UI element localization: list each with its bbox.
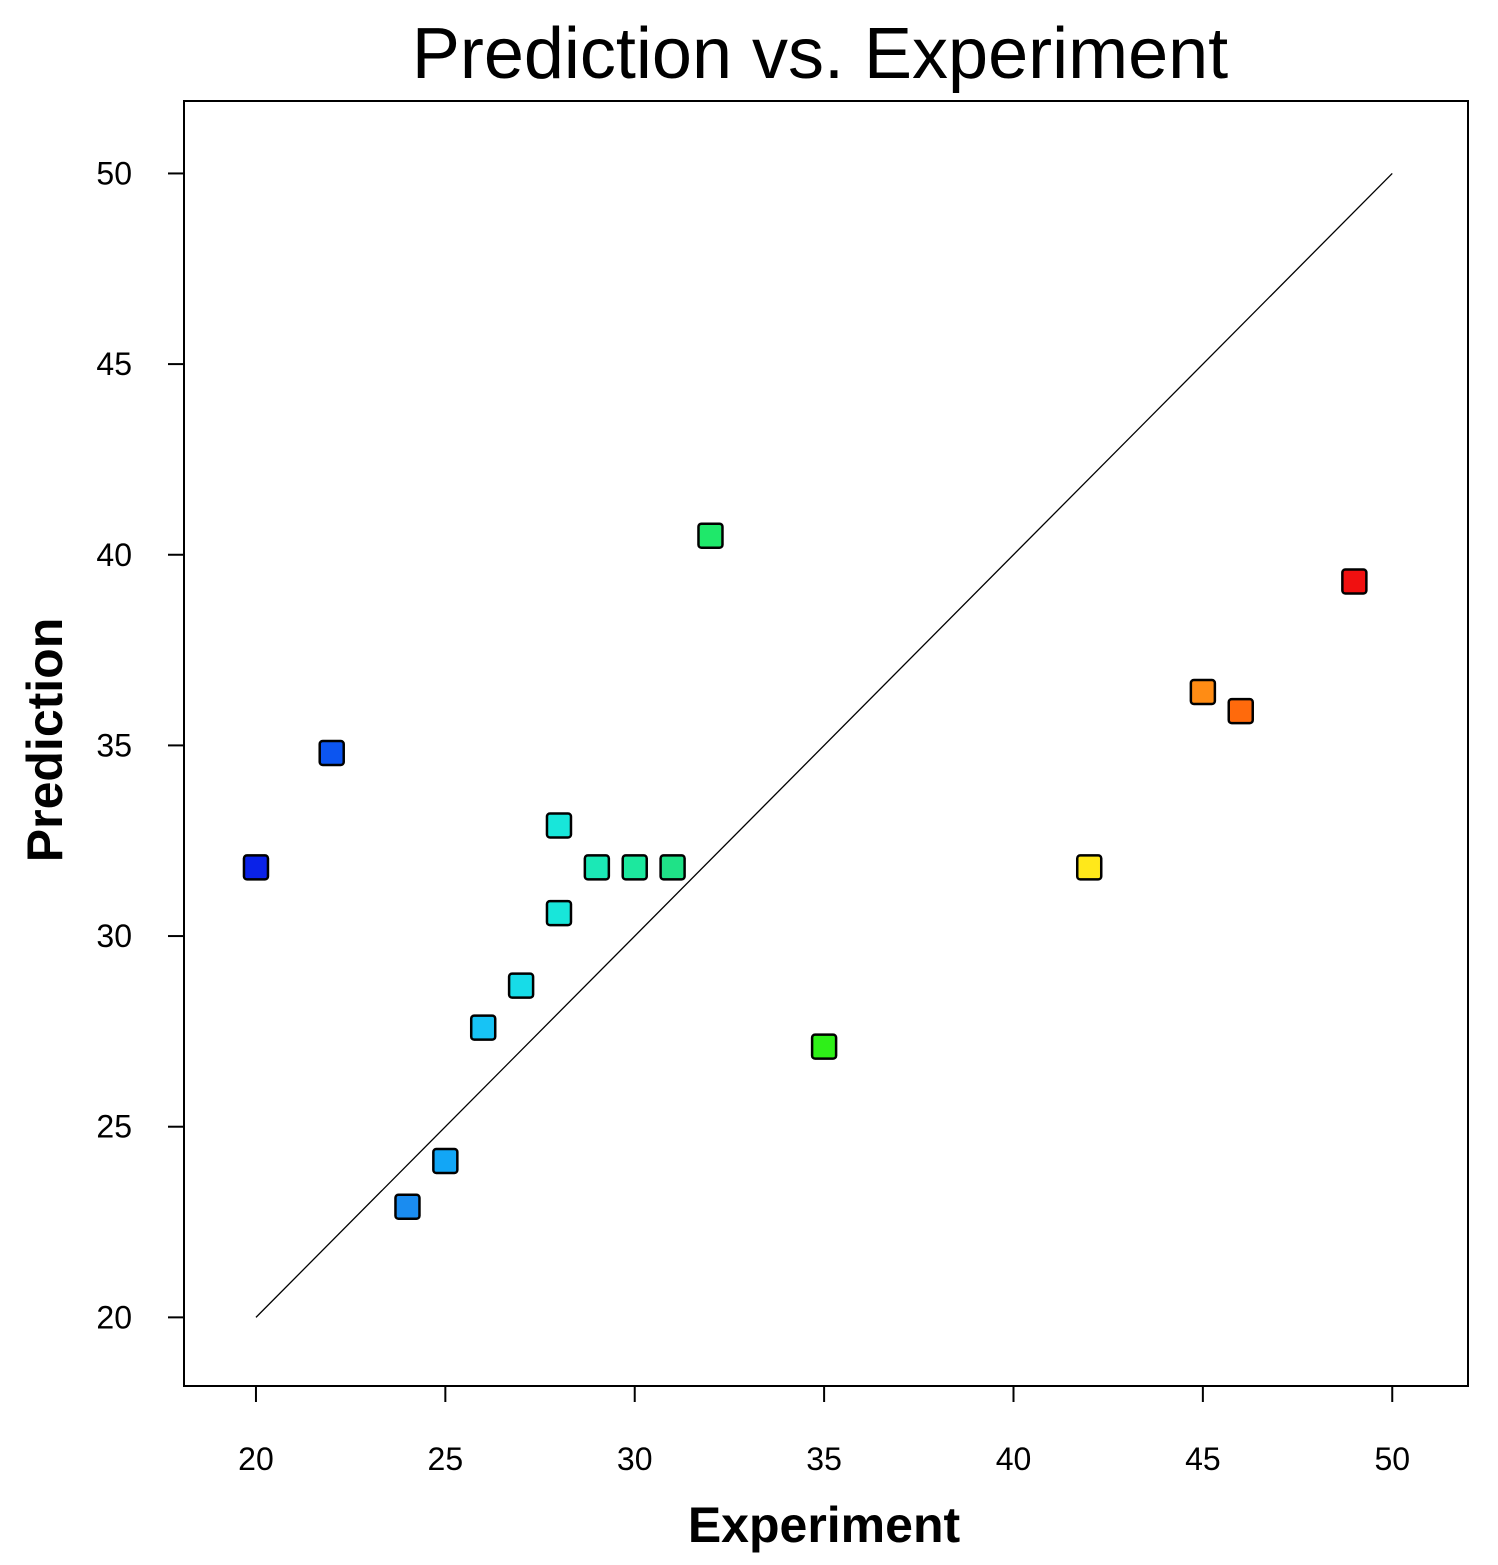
reference-line	[255, 172, 1393, 1318]
x-tick-label: 45	[1185, 1441, 1221, 1477]
data-point	[583, 854, 611, 881]
y-tick-label: 50	[96, 155, 132, 191]
x-axis: 20 25 30 35 40 45 50	[238, 1386, 1410, 1477]
data-point	[507, 972, 535, 999]
data-point	[394, 1193, 421, 1221]
data-point	[697, 522, 724, 549]
y-tick-label: 25	[96, 1109, 132, 1145]
chart-title: Prediction vs. Experiment	[412, 14, 1228, 94]
data-point	[1075, 854, 1103, 881]
data-points	[242, 522, 1368, 1221]
data-point	[432, 1147, 459, 1175]
y-tick-label: 40	[96, 537, 132, 573]
data-point	[659, 854, 686, 881]
x-axis-label: Experiment	[688, 1497, 961, 1553]
x-tick-label: 50	[1374, 1441, 1410, 1477]
y-axis-label: Prediction	[17, 618, 73, 862]
data-point	[1227, 697, 1254, 725]
data-point	[545, 899, 573, 927]
data-point	[1189, 678, 1217, 706]
data-point	[469, 1014, 497, 1041]
data-point	[810, 1033, 838, 1060]
y-tick-label: 20	[96, 1299, 132, 1335]
x-tick-label: 20	[238, 1441, 274, 1477]
data-point	[242, 854, 270, 881]
data-point	[621, 854, 648, 881]
y-tick-label: 35	[96, 727, 132, 763]
x-tick-label: 35	[806, 1441, 842, 1477]
x-tick-label: 40	[996, 1441, 1032, 1477]
y-tick-label: 45	[96, 346, 132, 382]
x-tick-label: 25	[428, 1441, 464, 1477]
y-axis: 20 25 30 35 40 45 50	[96, 155, 184, 1335]
data-point	[1341, 568, 1368, 595]
data-point	[318, 739, 345, 767]
y-tick-label: 30	[96, 918, 132, 954]
data-point	[545, 812, 573, 839]
x-tick-label: 30	[617, 1441, 653, 1477]
